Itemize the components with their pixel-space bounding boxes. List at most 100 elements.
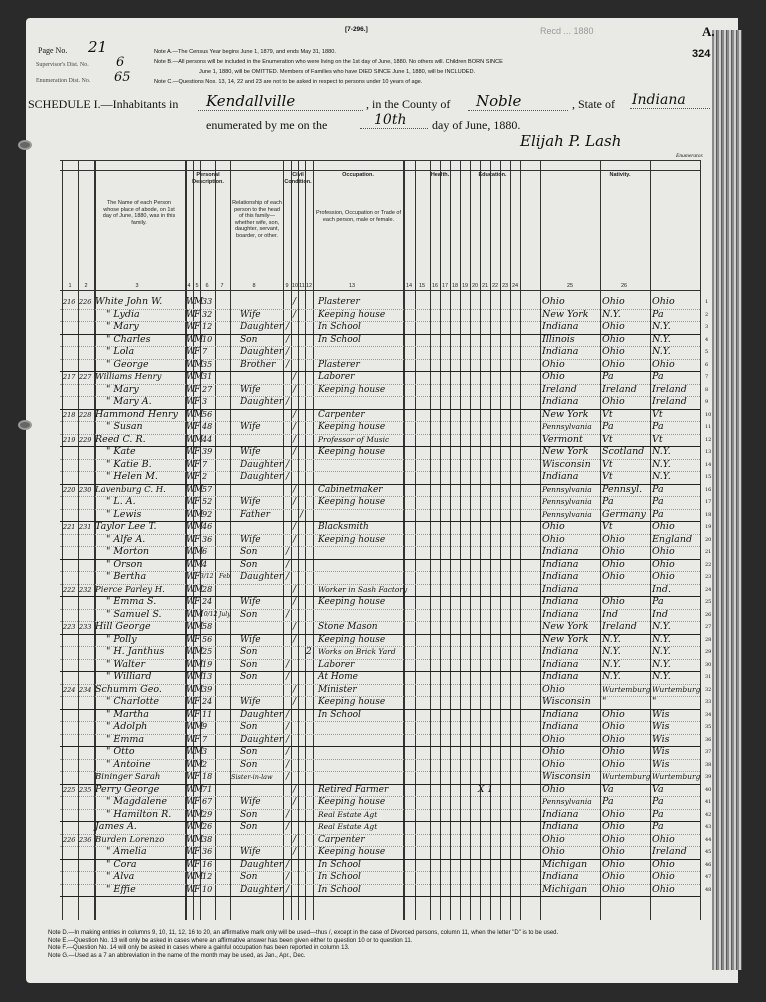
table-row: " H. Janthus W M 25 Son 2 Works on Brick Yard I… xyxy=(0,646,711,659)
birthplace: Ohio xyxy=(542,296,565,307)
age: 4 xyxy=(202,559,208,569)
color: W xyxy=(186,547,196,557)
row-rule xyxy=(60,396,700,397)
relationship: Son xyxy=(240,559,258,570)
line-number: 26 xyxy=(705,611,712,618)
relationship: Daughter xyxy=(240,347,284,357)
father-birthplace: Ohio xyxy=(602,833,625,845)
book-binding xyxy=(712,30,742,970)
mother-birthplace: N.Y. xyxy=(652,646,671,657)
relationship: Wife xyxy=(240,847,261,857)
father-birthplace: Ohio xyxy=(602,533,625,545)
table-row: 219 229 Reed C. R. W M 44 / Professor of Music V… xyxy=(0,433,711,447)
line-number: 35 xyxy=(705,724,712,730)
father-birthplace: Vt xyxy=(602,471,613,482)
sex: F xyxy=(194,472,201,482)
state-label: , State of xyxy=(572,97,615,111)
sex: F xyxy=(194,847,201,857)
age: 67 xyxy=(202,797,213,806)
table-row: " Morton W M 6 Son / Indiana Ohio Ohio 21 xyxy=(0,546,711,559)
column-rule xyxy=(600,160,601,920)
row-rule xyxy=(60,771,700,772)
mother-birthplace: N.Y. xyxy=(652,458,671,470)
column-rule xyxy=(94,160,96,920)
civil-condition-mark: / xyxy=(286,734,290,745)
age: 11 xyxy=(202,709,213,719)
line-number: 47 xyxy=(705,874,712,880)
age: 92 xyxy=(202,509,213,519)
table-row: " Lola W F 7 Daughter / Indiana Ohio N.Y. 5 xyxy=(0,346,708,359)
person-name: " Mary A. xyxy=(106,396,152,407)
mother-birthplace: Ohio xyxy=(652,296,675,307)
sex: M xyxy=(194,822,204,832)
column-number: 3 xyxy=(135,283,139,289)
line-number: 18 xyxy=(705,511,712,518)
age: 32 xyxy=(202,309,213,319)
father-birthplace: Ohio xyxy=(602,821,625,832)
color: W xyxy=(186,697,196,707)
column-number: 4 xyxy=(187,283,191,289)
civil-condition-mark: / xyxy=(293,784,297,795)
line-number: 43 xyxy=(705,824,712,830)
sex: M xyxy=(194,834,204,845)
civil-condition-mark: / xyxy=(293,409,297,420)
column-number: 13 xyxy=(348,283,356,289)
age: 52 xyxy=(202,497,213,506)
father-birthplace: Vt xyxy=(602,433,613,445)
father-birthplace: Ohio xyxy=(602,846,625,857)
enumerated-label: enumerated by me on the xyxy=(206,118,328,132)
father-birthplace: Ohio xyxy=(602,571,625,582)
age: 3 xyxy=(202,747,208,756)
family-number: 230 xyxy=(79,485,92,494)
mother-birthplace: N.Y. xyxy=(652,671,671,682)
table-row: " Helen M. W F 2 Daughter / Indiana Vt N.Y. 15 xyxy=(0,471,711,484)
civil-condition-mark: / xyxy=(286,322,290,332)
mother-birthplace: Wurtemburg xyxy=(652,772,701,781)
enumeration-dist-label: Enumeration Dist. No. xyxy=(36,78,91,84)
row-rule xyxy=(60,346,700,347)
person-name: " Lewis xyxy=(106,508,142,520)
mother-birthplace: Wis xyxy=(652,721,670,732)
person-name: Hill George xyxy=(95,621,151,632)
person-name: " L. A. xyxy=(106,496,136,507)
age: 7 xyxy=(202,347,208,356)
color: W xyxy=(186,884,196,895)
line-number: 24 xyxy=(705,586,712,593)
table-row: " Alfe A. W F 36 Wife / Keeping house Ohio Ohio E… xyxy=(0,533,711,547)
sex: M xyxy=(194,334,204,345)
sex: M xyxy=(194,359,204,370)
sex: M xyxy=(194,672,204,682)
relationship: Son xyxy=(240,759,258,770)
column-number: 9 xyxy=(285,283,289,289)
age: 44 xyxy=(202,434,213,444)
row-rule xyxy=(60,858,700,860)
age: 16 xyxy=(202,859,213,869)
mother-birthplace: Pa xyxy=(652,371,664,382)
relationship: Daughter xyxy=(240,459,284,470)
table-row: " Emma W F 7 Daughter / Ohio Ohio Wis 36 xyxy=(0,734,711,747)
relationship: Son xyxy=(240,609,258,620)
sex: M xyxy=(194,547,204,557)
column-rule xyxy=(440,160,441,920)
sex: F xyxy=(194,572,201,582)
civil-condition-mark: / xyxy=(286,772,290,782)
father-birthplace: Ohio xyxy=(602,321,625,332)
column-number: 22 xyxy=(491,283,499,289)
line-number: 23 xyxy=(705,574,712,580)
row-rule xyxy=(60,583,700,585)
county-name: Noble xyxy=(468,92,568,111)
row-rule xyxy=(60,721,700,722)
sex: M xyxy=(194,872,204,882)
color: W xyxy=(186,859,196,870)
mother-birthplace: England xyxy=(652,533,693,545)
age: 25 xyxy=(202,647,213,656)
birthplace: Wisconsin xyxy=(542,696,591,707)
father-birthplace: Pennsyl. xyxy=(602,483,643,495)
birthplace: Indiana xyxy=(542,821,579,832)
birthplace: Wisconsin xyxy=(542,458,591,470)
column-rule xyxy=(185,160,187,920)
age: 12 xyxy=(202,322,213,331)
sex: F xyxy=(194,397,201,407)
relationship: Wife xyxy=(240,597,261,607)
occupation: Carpenter xyxy=(318,834,365,845)
